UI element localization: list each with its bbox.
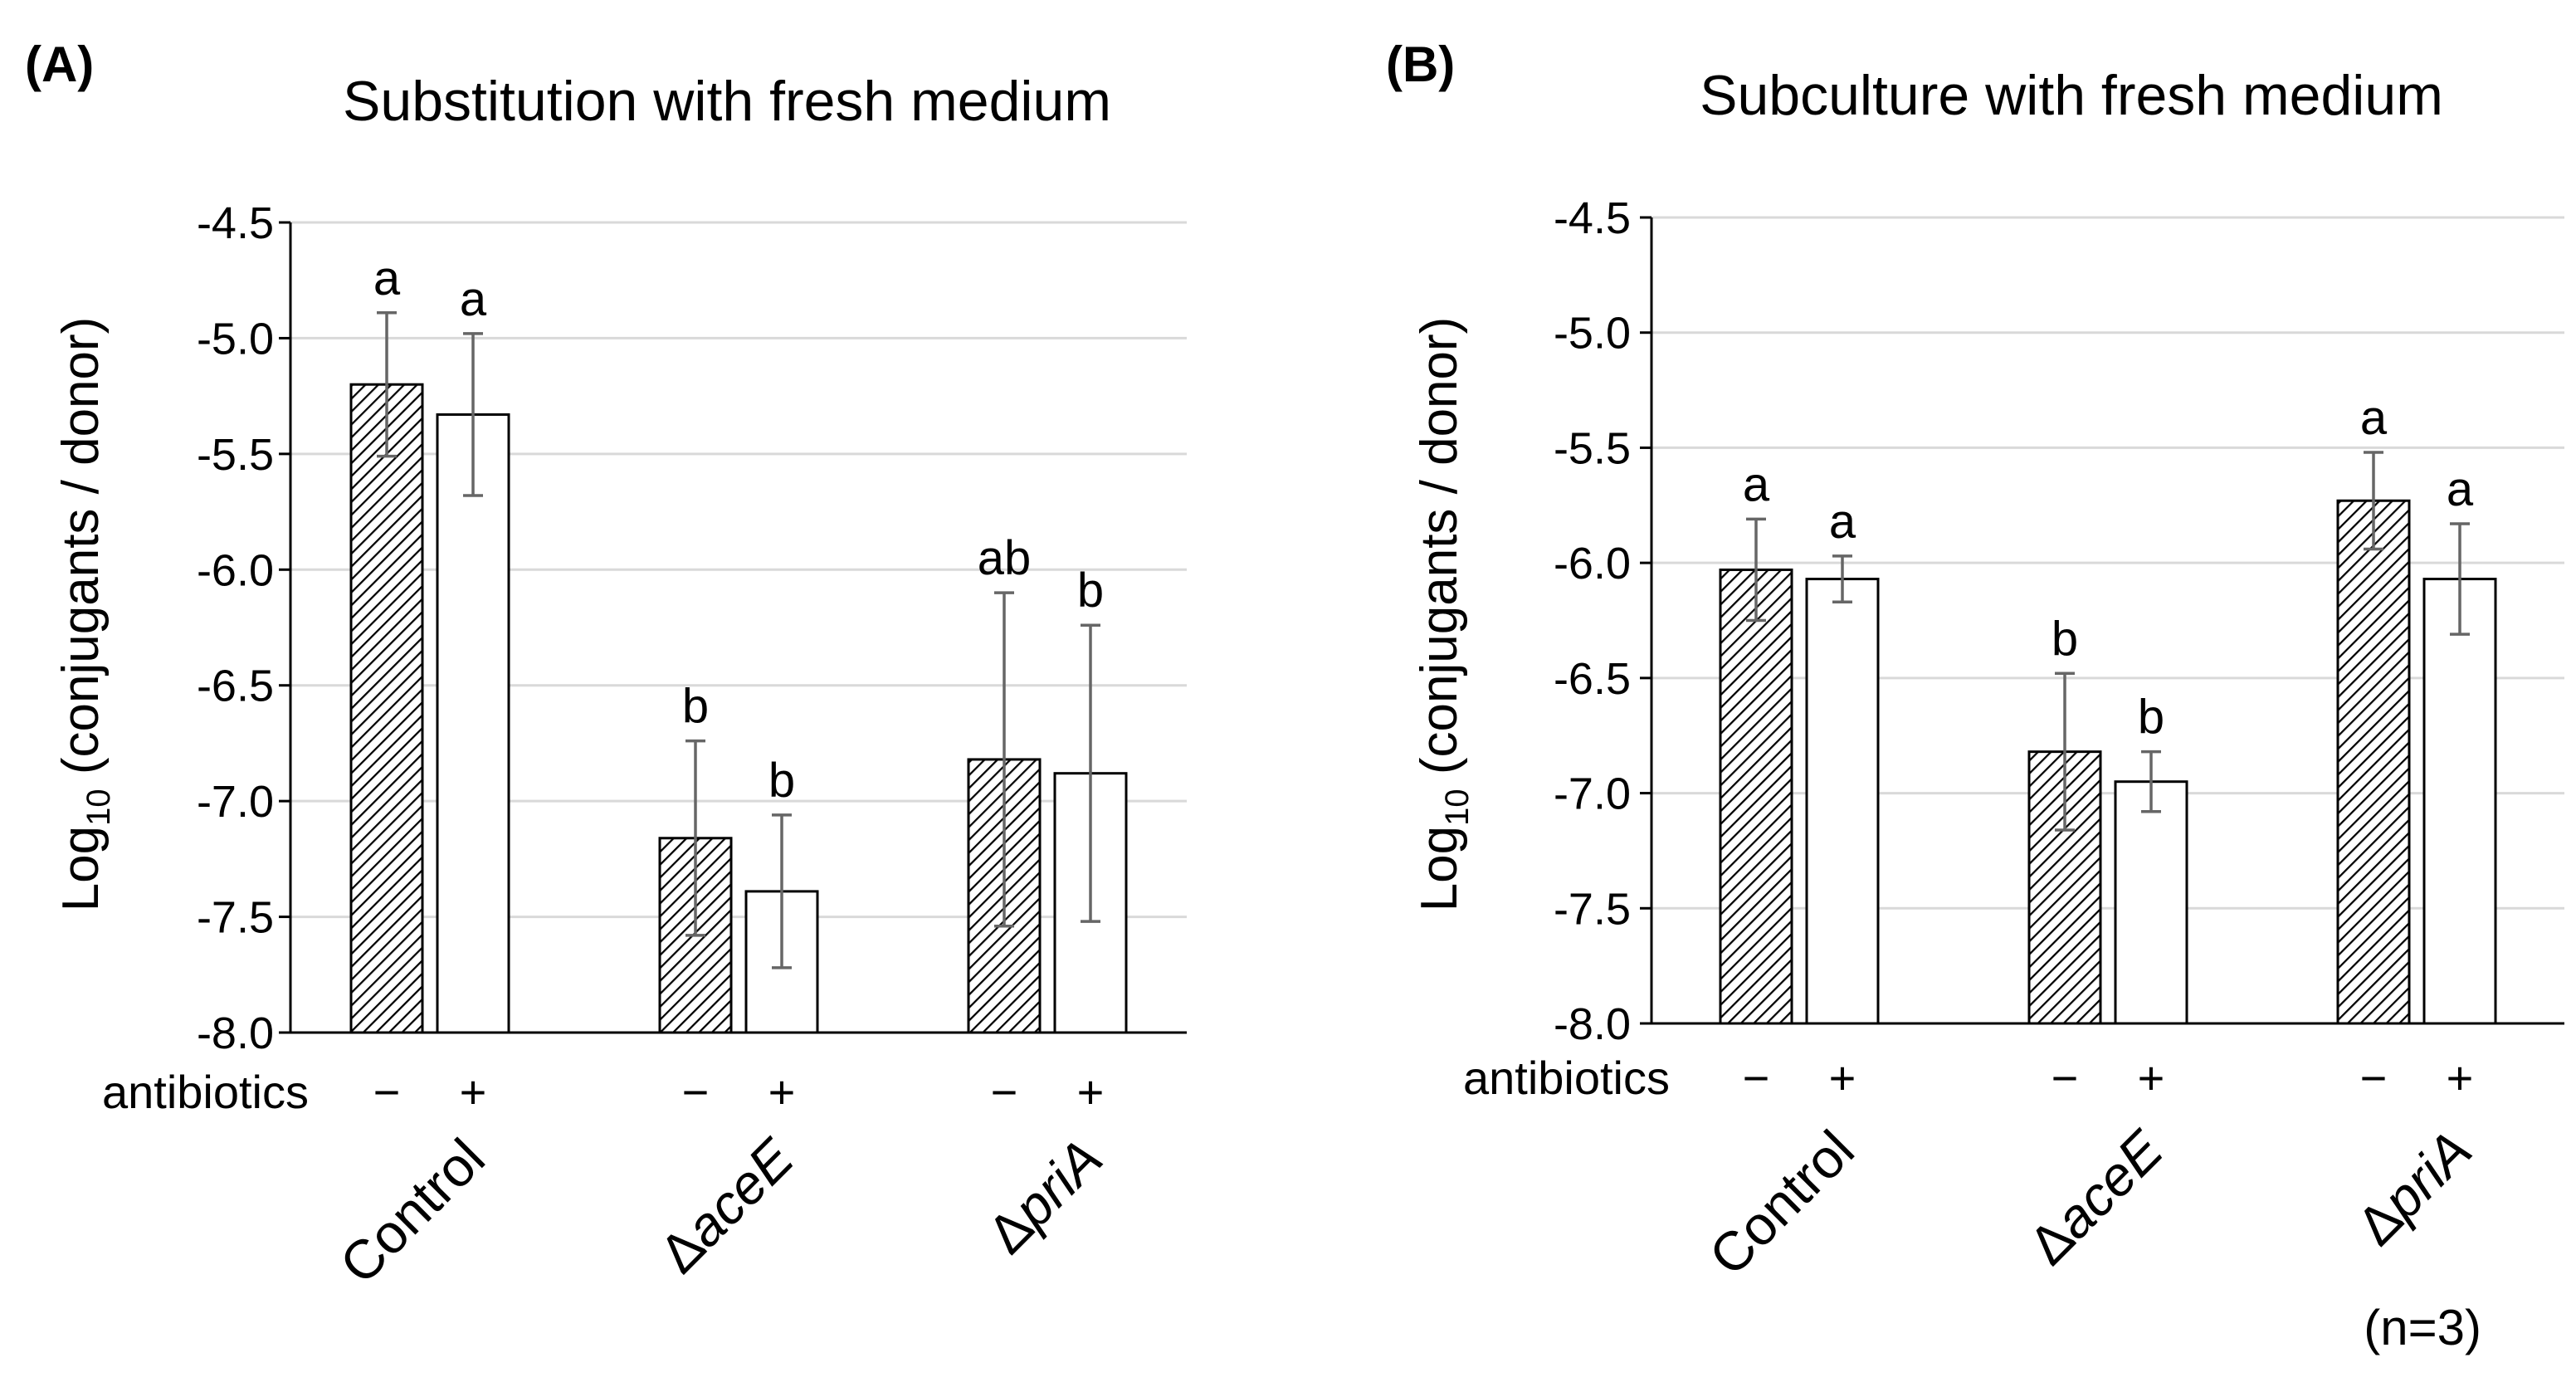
y-axis-label-subscript: 10 [80, 789, 117, 826]
treatment-sign: + [1077, 1066, 1105, 1118]
category-label-name: Control [328, 1127, 496, 1296]
significance-letter: ab [978, 531, 1032, 585]
category-label: ΔpriA [975, 1127, 1114, 1266]
y-axis-label-log: Log [1411, 826, 1468, 911]
chart-title: Subculture with fresh medium [1700, 64, 2443, 127]
significance-letter: a [373, 251, 401, 305]
treatment-sign: + [2447, 1052, 2474, 1104]
treatment-label: antibiotics [1463, 1052, 1670, 1104]
y-tick-label: -6.0 [1554, 539, 1631, 588]
treatment-sign: − [2360, 1052, 2388, 1104]
sample-size-note: (n=3) [2364, 1300, 2481, 1355]
y-tick-label: -7.5 [1554, 884, 1631, 934]
y-tick-label: -5.5 [197, 430, 274, 480]
y-tick-label: -6.5 [1554, 654, 1631, 704]
treatment-sign: + [2138, 1052, 2165, 1104]
y-axis-label: Log10 (conjugants / donor) [52, 317, 117, 912]
panel-a-chart: (A) Substitution with fresh medium -4.5 -5.… [25, 37, 1187, 1295]
y-axis-label-log: Log [52, 826, 110, 911]
y-tick-label: -7.5 [197, 893, 274, 943]
y-axis-label: Log10 (conjugants / donor) [1411, 317, 1476, 912]
treatment-sign: − [1743, 1052, 1770, 1104]
treatment-sign: − [682, 1066, 710, 1118]
category-label: ΔaceE [2017, 1118, 2175, 1277]
significance-letter: a [2360, 391, 2388, 445]
significance-letter: a [2447, 462, 2474, 516]
treatment-sign: + [768, 1066, 796, 1118]
bar-with-antibiotics [2114, 780, 2188, 1025]
significance-letter: b [1077, 564, 1104, 618]
significance-letter: b [682, 680, 709, 734]
chart-title: Substitution with fresh medium [343, 70, 1111, 133]
y-axis-label-subscript: 10 [1439, 789, 1476, 826]
significance-letter: a [1829, 495, 1856, 549]
panel-tag: (A) [25, 37, 94, 92]
y-tick-label: -8.0 [197, 1008, 274, 1058]
y-tick-label: -5.0 [197, 314, 274, 364]
category-label: ΔaceE [647, 1126, 806, 1285]
y-tick-label: -7.0 [197, 777, 274, 827]
y-tick-label: -5.5 [1554, 423, 1631, 473]
significance-letter: b [2052, 612, 2078, 666]
significance-letter: b [768, 754, 795, 808]
bar-without-antibiotics [1719, 568, 1793, 1025]
bar-without-antibiotics [2336, 499, 2411, 1025]
bar-with-antibiotics [2422, 578, 2497, 1025]
significance-letter: a [1743, 457, 1770, 511]
y-tick-label: -4.5 [197, 198, 274, 248]
significance-letter: b [2138, 691, 2164, 745]
category-label: Control [328, 1127, 496, 1296]
significance-letter: a [460, 272, 487, 326]
panel-tag: (B) [1386, 37, 1455, 92]
bar-with-antibiotics [1805, 578, 1880, 1025]
y-tick-label: -6.0 [197, 545, 274, 595]
treatment-label: antibiotics [102, 1066, 309, 1118]
treatment-sign: − [373, 1066, 401, 1118]
y-tick-label: -5.0 [1554, 309, 1631, 359]
category-label: Control [1697, 1119, 1866, 1287]
y-tick-label: -7.0 [1554, 769, 1631, 819]
bar-with-antibiotics [436, 413, 510, 1034]
y-tick-label: -8.0 [1554, 999, 1631, 1049]
y-axis-label-text: (conjugants / donor) [1411, 317, 1468, 789]
y-tick-label: -6.5 [197, 662, 274, 711]
treatment-sign: + [1829, 1052, 1856, 1104]
y-tick-label: -4.5 [1554, 193, 1631, 243]
treatment-sign: − [2052, 1052, 2079, 1104]
category-label: ΔpriA [2344, 1119, 2483, 1257]
bar-without-antibiotics [349, 383, 424, 1034]
panel-b-chart: (B) Subculture with fresh medium -4.5 -5.0 -… [1386, 37, 2564, 1287]
category-label-name: Control [1697, 1119, 1866, 1287]
y-axis-label-text: (conjugants / donor) [52, 317, 110, 789]
treatment-sign: − [991, 1066, 1018, 1118]
treatment-sign: + [460, 1066, 487, 1118]
